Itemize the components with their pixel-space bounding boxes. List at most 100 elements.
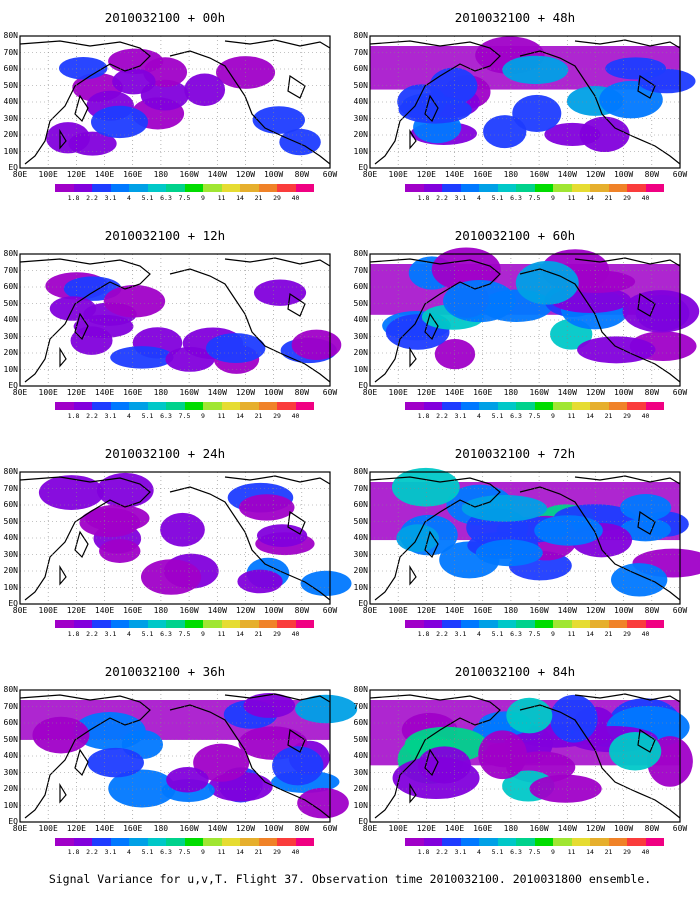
colorbar-swatch xyxy=(73,184,92,192)
colorbar-swatch xyxy=(645,838,664,846)
colorbar-label: 5.1 xyxy=(491,848,504,856)
variance-contour xyxy=(529,774,602,803)
variance-contour xyxy=(512,94,562,133)
colorbar-label: 3.1 xyxy=(454,194,467,202)
variance-map xyxy=(369,35,696,169)
lon-tick-label: 120W xyxy=(585,606,606,615)
lon-tick-label: 100W xyxy=(613,606,634,615)
colorbar-label: 21 xyxy=(254,630,263,638)
map-frame xyxy=(369,689,681,823)
variance-contour xyxy=(577,336,656,364)
colorbar-swatch xyxy=(534,620,553,628)
lat-tick-label: 10N xyxy=(353,364,368,374)
colorbar-label: 6.3 xyxy=(510,848,522,856)
lon-tick-label: 80E xyxy=(12,388,28,397)
colorbar-label: 11 xyxy=(217,630,226,638)
colorbar-label: 29 xyxy=(273,848,281,856)
colorbar-swatch xyxy=(479,184,498,192)
colorbar-label: 4 xyxy=(127,630,131,638)
lat-tick-label: 40N xyxy=(3,751,18,760)
colorbar-label: 14 xyxy=(236,848,244,856)
colorbar-label: 21 xyxy=(254,412,263,420)
lon-tick-label: 140W xyxy=(557,606,577,615)
lon-tick-label: 120W xyxy=(585,388,606,397)
variance-contour xyxy=(609,732,662,771)
colorbar-swatch xyxy=(295,620,314,628)
colorbar-swatch xyxy=(405,838,424,846)
lon-tick-label: 80W xyxy=(644,170,660,179)
colorbar-swatch xyxy=(295,184,314,192)
colorbar-label: 11 xyxy=(567,194,576,202)
colorbar-swatch xyxy=(258,838,277,846)
lon-tick-label: 120W xyxy=(585,824,606,833)
colorbar-swatch xyxy=(221,838,240,846)
colorbar-swatch xyxy=(240,402,259,410)
lon-tick-label: 160E xyxy=(123,170,143,179)
variance-field xyxy=(46,48,321,156)
colorbar-swatch xyxy=(258,620,277,628)
lon-tick-label: 120E xyxy=(66,606,86,615)
colorbar-swatch xyxy=(645,402,664,410)
panel-title: 2010032100 + 36h xyxy=(104,664,226,679)
colorbar-label: 9 xyxy=(201,194,205,202)
colorbar-swatch xyxy=(258,184,277,192)
panel-title: 2010032100 + 00h xyxy=(104,10,226,25)
lon-tick-label: 80W xyxy=(644,606,660,615)
colorbar-label: 29 xyxy=(623,848,631,856)
lat-tick-label: 60N xyxy=(3,64,18,73)
lon-tick-label: 100E xyxy=(388,388,408,397)
lat-tick-label: 70N xyxy=(3,483,18,493)
lon-tick-label: 140E xyxy=(94,824,115,833)
variance-contour xyxy=(534,515,603,546)
colorbar-swatch xyxy=(423,402,442,410)
lat-tick-label: 10N xyxy=(3,364,18,374)
lat-tick-label: 50N xyxy=(3,516,18,526)
lat-tick-label: 40N xyxy=(353,315,368,324)
colorbar-label: 40 xyxy=(291,412,300,420)
variance-field xyxy=(370,36,696,153)
colorbar-label: 3.1 xyxy=(104,630,117,638)
panel-title: 2010032100 + 12h xyxy=(104,228,226,243)
lat-tick-label: 70N xyxy=(353,47,368,57)
lat-tick-label: 40N xyxy=(3,97,18,106)
variance-field xyxy=(38,472,352,597)
colorbar-label: 6.3 xyxy=(510,412,522,420)
variance-contour xyxy=(272,746,324,786)
lon-tick-label: 160W xyxy=(529,388,549,397)
lat-tick-label: 10N xyxy=(353,800,368,810)
lat-tick-label: 80N xyxy=(3,685,18,694)
lat-tick-label: 30N xyxy=(3,767,18,777)
colorbar-label: 5.1 xyxy=(141,630,154,638)
colorbar-swatch xyxy=(221,402,240,410)
lat-tick-label: 40N xyxy=(3,315,18,324)
colorbar-label: 29 xyxy=(623,412,631,420)
lon-tick-label: 160E xyxy=(473,388,493,397)
variance-contour xyxy=(429,67,478,105)
colorbar-label: 7.5 xyxy=(528,412,541,420)
colorbar-swatch xyxy=(405,402,424,410)
variance-contour xyxy=(431,247,501,291)
lat-tick-label: 20N xyxy=(353,566,368,575)
variance-map xyxy=(19,253,342,387)
colorbar-label: 11 xyxy=(217,848,226,856)
lon-tick-label: 100W xyxy=(263,824,284,833)
colorbar-label: 6.3 xyxy=(160,848,172,856)
colorbar-swatch xyxy=(240,620,259,628)
colorbar-swatch xyxy=(608,402,627,410)
lon-tick-label: 140W xyxy=(207,170,227,179)
colorbar-label: 6.3 xyxy=(160,194,172,202)
lat-tick-label: EQ xyxy=(8,381,18,390)
colorbar-swatch xyxy=(258,402,277,410)
colorbar-swatch xyxy=(590,184,609,192)
lat-tick-label: 50N xyxy=(353,298,368,308)
lon-tick-label: 140E xyxy=(94,170,115,179)
colorbar-swatch xyxy=(442,402,461,410)
colorbar-label: 7.5 xyxy=(528,630,541,638)
variance-contour xyxy=(87,747,144,778)
variance-contour xyxy=(515,261,579,305)
variance-contour xyxy=(483,115,527,149)
lon-tick-label: 160W xyxy=(529,170,549,179)
lon-tick-label: 160E xyxy=(473,824,493,833)
variance-contour xyxy=(73,712,146,750)
lon-tick-label: 80W xyxy=(294,388,310,397)
